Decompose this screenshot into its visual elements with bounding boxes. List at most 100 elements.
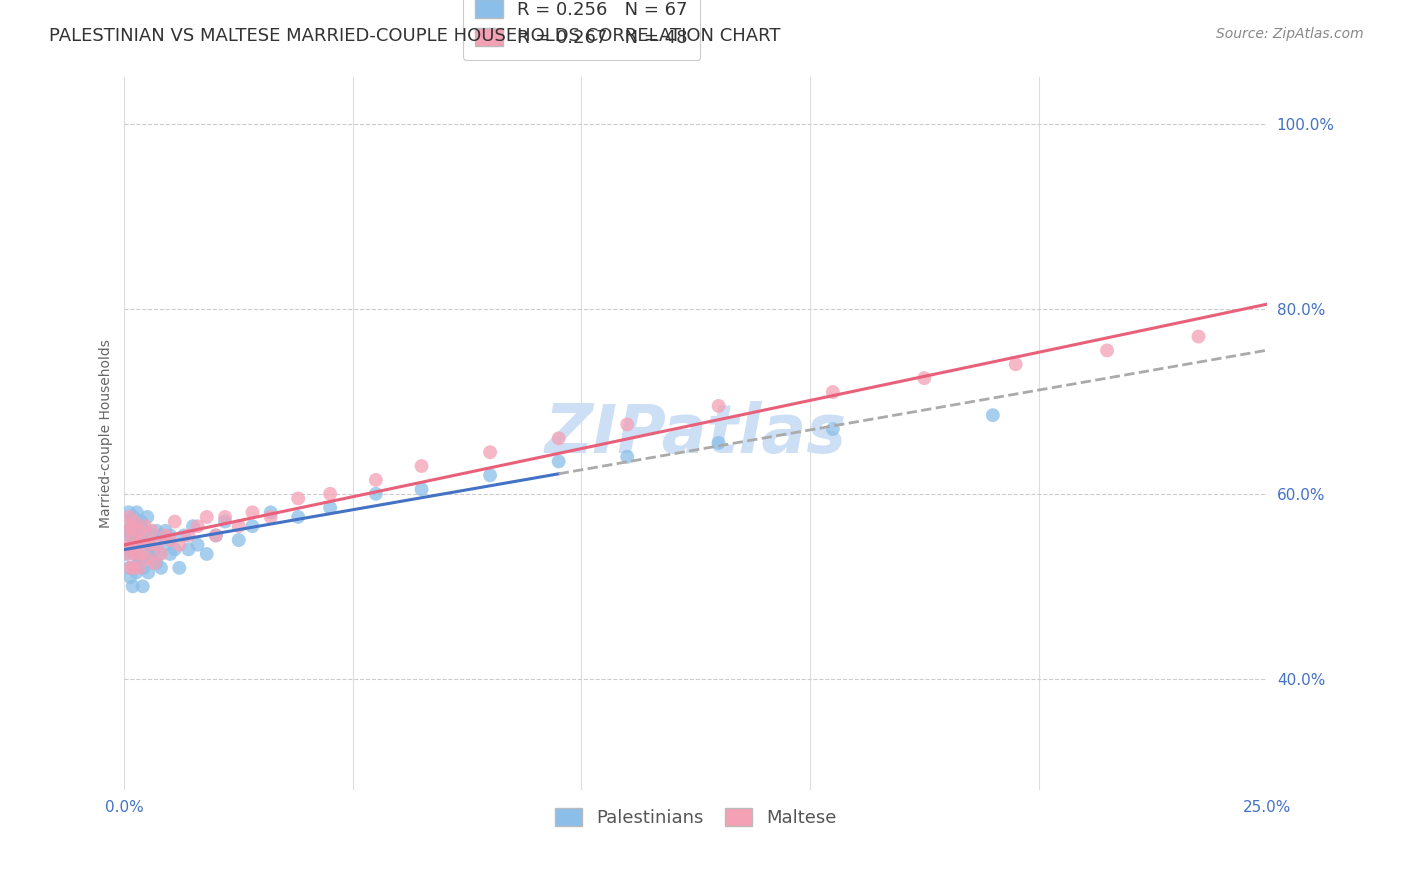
Point [121,519,143,533]
Point [214,510,236,524]
Point [707,436,730,450]
Point [118,528,141,542]
Point [707,399,730,413]
Point [173,528,195,542]
Point [181,519,204,533]
Point [117,547,139,561]
Point [136,566,159,580]
Point [122,528,145,542]
Point [364,487,387,501]
Point [125,566,148,580]
Point [195,547,218,561]
Point [242,519,264,533]
Point [169,538,191,552]
Point [145,524,167,538]
Point [163,515,186,529]
Point [121,538,143,552]
Point [169,561,191,575]
Point [143,542,166,557]
Point [155,524,177,538]
Point [155,538,177,552]
Point [981,408,1004,422]
Point [616,450,638,464]
Point [138,538,160,552]
Point [120,515,142,529]
Point [163,542,186,557]
Point [205,528,228,542]
Point [145,538,167,552]
Point [114,547,136,561]
Point [547,454,569,468]
Point [1187,329,1209,343]
Text: Source: ZipAtlas.com: Source: ZipAtlas.com [1216,27,1364,41]
Point [117,505,139,519]
Point [120,570,142,584]
Point [127,524,149,538]
Point [127,556,149,570]
Point [159,528,181,542]
Point [547,431,569,445]
Point [145,556,167,570]
Point [118,561,141,575]
Point [128,561,150,575]
Point [205,528,228,542]
Point [124,547,146,561]
Point [121,542,143,557]
Point [214,515,236,529]
Point [124,561,146,575]
Point [124,515,146,529]
Point [136,510,159,524]
Point [821,385,844,400]
Point [319,500,342,515]
Point [125,538,148,552]
Point [260,505,283,519]
Point [287,510,309,524]
Point [136,547,159,561]
Point [187,538,209,552]
Y-axis label: Married-couple Households: Married-couple Households [100,339,114,528]
Point [187,519,209,533]
Point [159,547,181,561]
Point [287,491,309,506]
Point [143,556,166,570]
Point [134,524,156,538]
Point [155,528,177,542]
Point [115,538,138,552]
Point [132,533,155,547]
Point [411,458,433,473]
Point [132,561,155,575]
Point [131,515,153,529]
Point [141,524,163,538]
Point [120,561,142,575]
Point [121,579,143,593]
Point [132,538,155,552]
Point [128,551,150,566]
Point [120,519,142,533]
Point [132,579,155,593]
Text: PALESTINIAN VS MALTESE MARRIED-COUPLE HOUSEHOLDS CORRELATION CHART: PALESTINIAN VS MALTESE MARRIED-COUPLE HO… [49,27,780,45]
Point [118,510,141,524]
Point [912,371,935,385]
Point [125,505,148,519]
Point [821,422,844,436]
Point [125,547,148,561]
Point [616,417,638,432]
Point [124,524,146,538]
Point [122,510,145,524]
Point [260,510,283,524]
Point [364,473,387,487]
Point [479,445,502,459]
Point [122,561,145,575]
Point [242,505,264,519]
Point [177,542,200,557]
Point [150,547,173,561]
Legend: Palestinians, Maltese: Palestinians, Maltese [547,800,844,834]
Point [141,551,163,566]
Point [150,561,173,575]
Point [177,528,200,542]
Point [115,524,138,538]
Point [141,528,163,542]
Point [479,468,502,483]
Point [129,547,152,561]
Point [150,528,173,542]
